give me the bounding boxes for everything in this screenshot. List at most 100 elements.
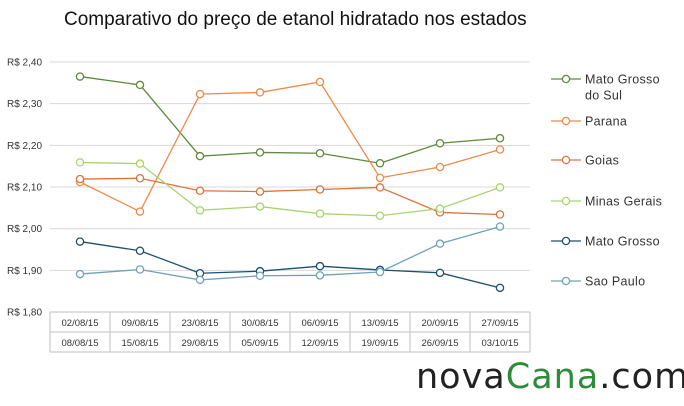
legend: Mato Grosso do Sul Parana Goias Minas Gerais… bbox=[551, 73, 662, 289]
data-point bbox=[75, 72, 85, 81]
data-point bbox=[75, 174, 85, 184]
x-axis-ticks: 02/08/15 08/08/15 09/08/15 15/08/15 23/08/15… bbox=[62, 318, 519, 349]
data-point bbox=[135, 80, 145, 90]
y-tick-label: R$ 2,00 bbox=[7, 224, 42, 235]
legend-marker bbox=[561, 116, 571, 126]
x-tick-label-end: 19/09/15 bbox=[362, 338, 399, 349]
logo-text-cana: Cana bbox=[505, 357, 600, 397]
data-point bbox=[195, 151, 205, 161]
legend-label: Mato Grosso bbox=[585, 235, 660, 249]
data-point bbox=[195, 275, 205, 285]
series-line bbox=[79, 225, 501, 281]
data-point bbox=[435, 162, 445, 172]
data-point bbox=[195, 89, 205, 99]
data-point bbox=[315, 271, 325, 280]
x-tick-label-end: 03/10/15 bbox=[482, 338, 519, 349]
series-5 bbox=[75, 222, 505, 285]
y-axis-ticks: R$ 2,40 R$ 2,30 R$ 2,20 R$ 2,10 R$ 2,00 R$ 1,… bbox=[7, 58, 42, 319]
data-point bbox=[375, 211, 385, 220]
data-point bbox=[495, 145, 505, 154]
y-tick-label: R$ 2,30 bbox=[7, 99, 42, 110]
chart-title: Comparativo do preço de etanol hidratado… bbox=[64, 9, 527, 30]
data-point bbox=[255, 187, 265, 196]
series-line bbox=[79, 75, 501, 164]
logo-text-nova: nova bbox=[416, 357, 506, 397]
x-tick-label-start: 06/09/15 bbox=[302, 318, 339, 329]
legend-label: Parana bbox=[585, 115, 627, 129]
x-tick-label-start: 27/09/15 bbox=[482, 318, 519, 329]
data-point bbox=[375, 158, 385, 168]
legend-item: Mato Grosso do Sul bbox=[551, 73, 660, 103]
x-tick-label-start: 20/09/15 bbox=[422, 318, 459, 329]
x-tick-label-start: 09/08/15 bbox=[122, 318, 159, 329]
data-point bbox=[315, 261, 325, 271]
data-point bbox=[435, 239, 445, 248]
data-point bbox=[255, 202, 265, 211]
y-tick-label: R$ 2,20 bbox=[7, 141, 42, 152]
data-point bbox=[435, 138, 445, 148]
logo-text-com: .com bbox=[599, 357, 684, 397]
series-line bbox=[79, 240, 501, 289]
legend-marker bbox=[561, 276, 571, 286]
x-tick-label-start: 30/08/15 bbox=[242, 318, 279, 329]
series-line bbox=[79, 81, 501, 213]
legend-marker bbox=[561, 74, 571, 84]
data-point bbox=[315, 209, 325, 218]
data-point bbox=[315, 185, 325, 194]
x-tick-label-end: 29/08/15 bbox=[182, 338, 219, 349]
data-point bbox=[255, 88, 265, 97]
legend-item: Mato Grosso bbox=[551, 235, 660, 249]
legend-label: Minas Gerais bbox=[585, 195, 662, 209]
data-point bbox=[375, 267, 385, 277]
data-point bbox=[195, 206, 205, 215]
series-0 bbox=[75, 72, 505, 168]
x-tick-label-end: 15/08/15 bbox=[122, 338, 159, 349]
x-tick-label-start: 23/08/15 bbox=[182, 318, 219, 329]
data-point bbox=[495, 183, 505, 192]
x-tick-label-end: 05/09/15 bbox=[242, 338, 279, 349]
x-tick-label-start: 02/08/15 bbox=[62, 318, 99, 329]
series-line bbox=[79, 177, 501, 216]
legend-item: Parana bbox=[551, 115, 627, 129]
data-point bbox=[75, 269, 85, 279]
y-tick-label: R$ 1,90 bbox=[7, 266, 42, 277]
series-lines bbox=[75, 72, 505, 293]
data-point bbox=[495, 283, 505, 293]
data-point bbox=[255, 271, 265, 280]
series-3 bbox=[75, 158, 505, 220]
legend-label: Goias bbox=[585, 154, 619, 168]
data-point bbox=[495, 222, 505, 231]
data-point bbox=[375, 173, 385, 183]
y-tick-label: R$ 2,40 bbox=[7, 58, 42, 69]
data-point bbox=[75, 237, 85, 246]
data-point bbox=[495, 210, 505, 219]
data-point bbox=[135, 207, 145, 216]
y-tick-label: R$ 2,10 bbox=[7, 183, 42, 194]
data-point bbox=[435, 204, 445, 213]
data-point bbox=[495, 133, 505, 143]
legend-item: Minas Gerais bbox=[551, 195, 662, 209]
legend-label: do Sul bbox=[585, 89, 622, 103]
legend-item: Sao Paulo bbox=[551, 275, 645, 289]
gridlines bbox=[49, 61, 531, 353]
data-point bbox=[315, 77, 325, 87]
series-1 bbox=[75, 77, 505, 216]
legend-marker bbox=[561, 155, 571, 165]
data-point bbox=[135, 265, 145, 274]
legend-marker bbox=[561, 236, 571, 246]
data-point bbox=[135, 246, 145, 255]
data-point bbox=[75, 158, 85, 167]
series-line bbox=[79, 161, 501, 217]
legend-label: Sao Paulo bbox=[585, 275, 645, 289]
x-tick-label-end: 12/09/15 bbox=[302, 338, 339, 349]
data-point bbox=[315, 148, 325, 158]
legend-item: Goias bbox=[551, 154, 619, 168]
novacana-logo: novaCana.com bbox=[416, 360, 684, 395]
y-tick-label: R$ 1,80 bbox=[7, 308, 42, 319]
data-point bbox=[255, 148, 265, 157]
x-tick-label-start: 13/09/15 bbox=[362, 318, 399, 329]
data-point bbox=[135, 159, 145, 168]
legend-marker bbox=[561, 196, 571, 206]
data-point bbox=[195, 186, 205, 195]
